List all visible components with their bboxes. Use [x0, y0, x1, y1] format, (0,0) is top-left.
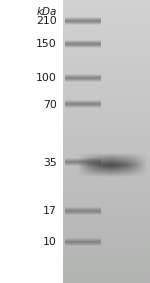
Text: kDa: kDa — [37, 7, 57, 17]
Text: 100: 100 — [36, 73, 57, 83]
Text: 17: 17 — [43, 206, 57, 216]
Text: 10: 10 — [43, 237, 57, 247]
Text: 35: 35 — [43, 158, 57, 168]
Text: 150: 150 — [36, 39, 57, 49]
Text: 210: 210 — [36, 16, 57, 26]
Text: 70: 70 — [43, 100, 57, 110]
